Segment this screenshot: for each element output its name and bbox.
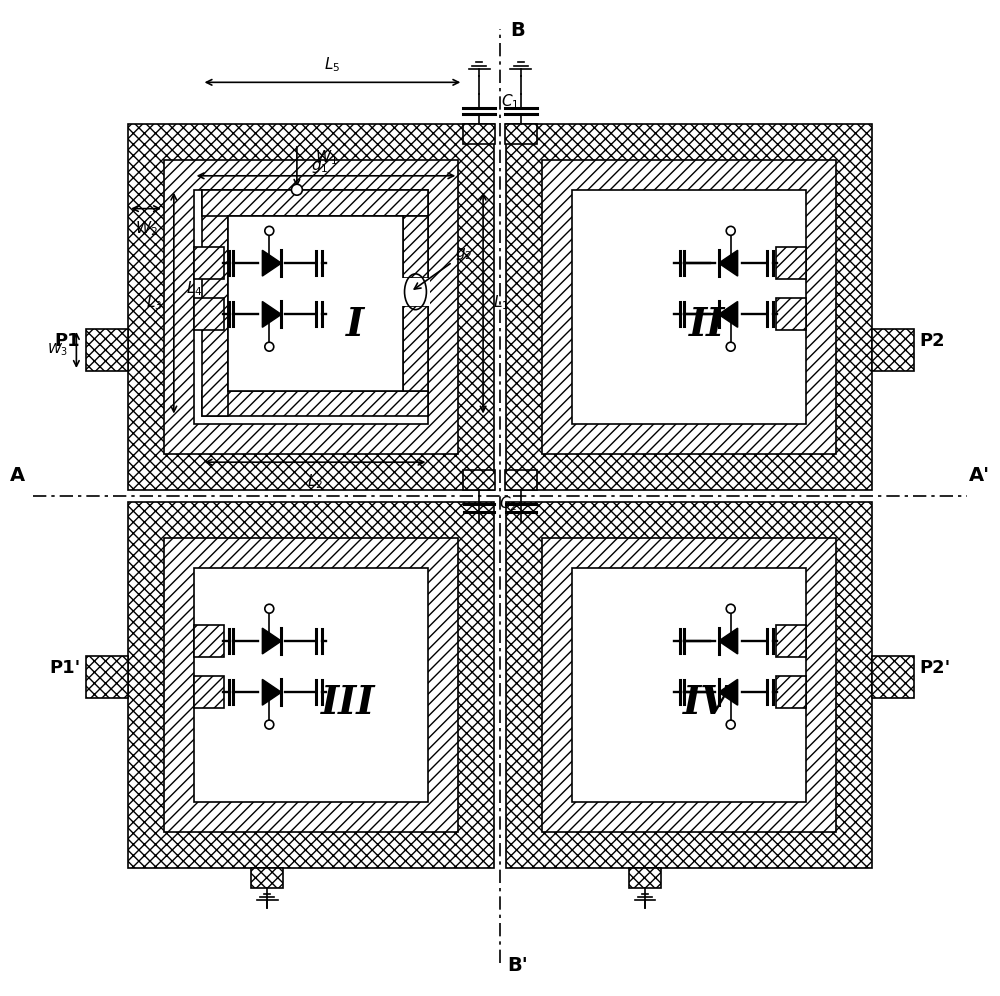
Text: P2': P2' xyxy=(920,658,951,676)
Circle shape xyxy=(726,226,735,235)
Text: $W_3$: $W_3$ xyxy=(47,342,68,359)
Circle shape xyxy=(265,226,274,235)
Bar xyxy=(202,189,228,416)
Bar xyxy=(251,868,283,887)
Bar xyxy=(128,502,494,868)
Circle shape xyxy=(726,605,735,614)
Polygon shape xyxy=(719,679,738,705)
Text: $C_2$: $C_2$ xyxy=(499,494,517,513)
Text: $C_1$: $C_1$ xyxy=(501,93,519,111)
Text: $L_5$: $L_5$ xyxy=(324,55,341,74)
Text: $L_2$: $L_2$ xyxy=(307,473,323,491)
Bar xyxy=(194,299,224,331)
Bar xyxy=(505,124,537,144)
Polygon shape xyxy=(719,250,738,276)
Polygon shape xyxy=(719,628,738,654)
Text: $L_4$: $L_4$ xyxy=(186,280,203,298)
Bar xyxy=(194,625,224,657)
Bar xyxy=(194,676,224,708)
Circle shape xyxy=(291,184,302,195)
Bar xyxy=(128,124,494,490)
Text: $W_2$: $W_2$ xyxy=(135,219,157,238)
Text: B: B xyxy=(511,21,525,40)
Circle shape xyxy=(726,343,735,352)
Text: P1: P1 xyxy=(55,332,80,350)
Bar xyxy=(164,160,458,454)
Bar xyxy=(403,215,428,278)
Bar xyxy=(872,655,914,697)
Bar xyxy=(194,568,428,803)
Bar xyxy=(776,247,806,279)
Bar xyxy=(872,329,914,371)
Bar xyxy=(86,329,128,371)
Text: A': A' xyxy=(969,466,990,485)
Bar xyxy=(506,124,872,490)
Text: A: A xyxy=(10,466,25,485)
Text: IV: IV xyxy=(683,684,731,722)
Bar xyxy=(776,625,806,657)
Text: P2: P2 xyxy=(920,332,945,350)
Bar xyxy=(202,189,428,215)
Bar xyxy=(542,160,836,454)
Bar xyxy=(542,538,836,832)
Polygon shape xyxy=(262,628,281,654)
Bar xyxy=(228,215,403,390)
Bar xyxy=(194,189,428,424)
Bar xyxy=(401,278,430,306)
Bar xyxy=(572,189,806,424)
Text: B': B' xyxy=(508,956,528,975)
Bar xyxy=(403,306,428,390)
Bar xyxy=(202,390,428,416)
Polygon shape xyxy=(262,679,281,705)
Bar xyxy=(506,502,872,868)
Polygon shape xyxy=(262,250,281,276)
Text: P1': P1' xyxy=(49,658,80,676)
Text: II: II xyxy=(689,307,725,345)
Bar xyxy=(629,868,661,887)
Bar xyxy=(572,568,806,803)
Bar xyxy=(505,470,537,490)
Text: $L_3$: $L_3$ xyxy=(146,294,162,313)
Bar xyxy=(194,247,224,279)
Polygon shape xyxy=(262,302,281,328)
Text: $L_1$: $L_1$ xyxy=(493,294,509,313)
Text: $g_2$: $g_2$ xyxy=(414,246,473,289)
Bar xyxy=(463,124,495,144)
Circle shape xyxy=(726,720,735,729)
Circle shape xyxy=(265,343,274,352)
Text: $W_1$: $W_1$ xyxy=(315,148,337,167)
Text: $g_1$: $g_1$ xyxy=(311,158,328,175)
Circle shape xyxy=(265,720,274,729)
Bar xyxy=(164,538,458,832)
Bar xyxy=(86,655,128,697)
Bar xyxy=(776,676,806,708)
Bar xyxy=(776,299,806,331)
Polygon shape xyxy=(719,302,738,328)
Bar xyxy=(463,470,495,490)
Text: III: III xyxy=(320,684,375,722)
Text: I: I xyxy=(346,307,364,345)
Circle shape xyxy=(265,605,274,614)
